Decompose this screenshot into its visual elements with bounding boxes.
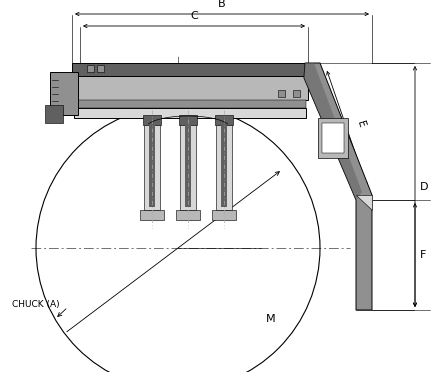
Bar <box>72 63 308 76</box>
Bar <box>149 125 155 207</box>
Bar <box>212 210 236 220</box>
Bar <box>293 90 300 97</box>
Bar <box>185 125 191 207</box>
Bar <box>97 65 104 72</box>
Text: F: F <box>420 250 426 260</box>
Bar <box>74 100 306 108</box>
Bar <box>87 65 94 72</box>
Bar <box>45 105 63 123</box>
Bar <box>179 115 197 125</box>
Polygon shape <box>304 63 362 200</box>
Bar <box>176 210 200 220</box>
Text: C: C <box>190 11 198 21</box>
Text: B: B <box>218 0 226 9</box>
Text: M: M <box>266 314 276 324</box>
Bar <box>322 123 344 153</box>
Bar <box>180 125 196 210</box>
Text: E: E <box>355 119 367 129</box>
Bar <box>221 125 227 207</box>
Bar <box>74 108 306 118</box>
Bar <box>278 90 285 97</box>
Text: D: D <box>420 182 428 192</box>
Bar <box>140 210 164 220</box>
Bar <box>72 76 308 100</box>
Bar <box>143 115 161 125</box>
Bar <box>50 72 78 115</box>
Bar <box>318 118 348 158</box>
Polygon shape <box>356 195 372 210</box>
Text: CHUCK (A): CHUCK (A) <box>12 301 60 310</box>
Bar <box>216 125 232 210</box>
Bar <box>144 125 160 210</box>
Bar <box>215 115 233 125</box>
Polygon shape <box>304 63 372 310</box>
